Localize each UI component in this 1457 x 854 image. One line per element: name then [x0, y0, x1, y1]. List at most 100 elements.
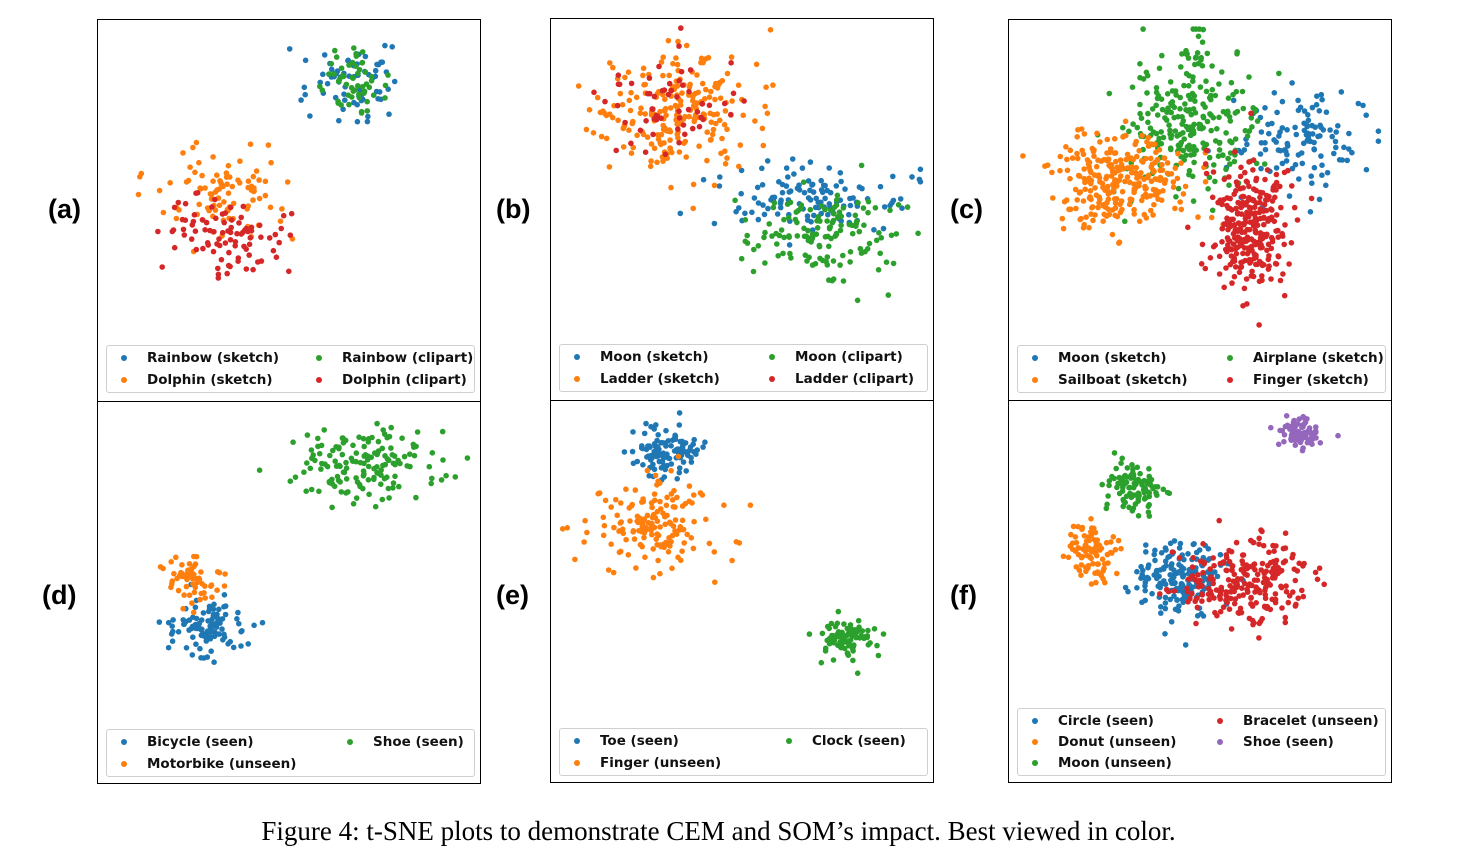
scatter-point [1238, 164, 1244, 171]
scatter-point [1290, 589, 1296, 595]
scatter-point [1281, 432, 1288, 438]
scatter-point [1275, 253, 1281, 259]
scatter-point [606, 164, 613, 170]
legend-label: Finger (sketch) [1253, 372, 1369, 388]
scatter-point [646, 75, 653, 81]
scatter-point [814, 225, 821, 231]
scatter-point [774, 241, 780, 247]
scatter-point [250, 197, 256, 203]
scatter-point [675, 126, 681, 132]
scatter-point [1197, 84, 1204, 90]
scatter-point [278, 225, 284, 232]
scatter-point [1234, 108, 1241, 115]
scatter-point [1196, 125, 1203, 132]
scatter-point [681, 540, 687, 546]
scatter-point [197, 645, 203, 652]
scatter-point [340, 73, 347, 80]
scatter-point [651, 491, 658, 497]
scatter-point [650, 574, 657, 581]
scatter-point [350, 501, 357, 507]
panel-label-f: (f) [950, 580, 977, 610]
scatter-point [762, 103, 768, 110]
scatter-point [644, 467, 651, 474]
scatter-point [1252, 566, 1258, 573]
scatter-point [858, 162, 865, 169]
scatter-point [1157, 591, 1163, 597]
scatter-point [880, 631, 887, 637]
scatter-point [1137, 101, 1143, 108]
scatter-point [816, 242, 823, 249]
scatter-point [216, 631, 222, 637]
scatter-point [850, 657, 856, 664]
scatter-point [337, 479, 343, 485]
scatter-point [224, 181, 230, 187]
scatter-point [443, 472, 449, 479]
scatter-point [822, 195, 828, 202]
scatter-point [1243, 562, 1250, 568]
scatter-point [312, 457, 318, 464]
scatter-point [187, 164, 193, 170]
scatter-point [1250, 167, 1256, 173]
scatter-point [1100, 218, 1106, 224]
scatter-point [308, 486, 315, 493]
scatter-point [657, 108, 663, 115]
scatter-point [256, 177, 262, 183]
scatter-point [638, 105, 644, 111]
scatter-point [717, 95, 724, 101]
scatter-point [1292, 124, 1298, 131]
scatter-point [796, 187, 803, 193]
scatter-point [803, 233, 810, 240]
scatter-point [1256, 635, 1262, 641]
scatter-point [156, 619, 163, 625]
scatter-point [211, 228, 217, 235]
scatter-point [183, 645, 190, 651]
scatter-point [156, 187, 163, 194]
scatter-point [811, 212, 817, 219]
scatter-point [1301, 108, 1308, 114]
scatter-point [742, 238, 749, 245]
scatter-point [1219, 239, 1225, 245]
figure-caption: Figure 4: t-SNE plots to demonstrate CEM… [261, 816, 1176, 846]
scatter-point [628, 89, 634, 96]
scatter-point [1211, 162, 1217, 168]
scatter-point [227, 204, 234, 211]
scatter-point [308, 447, 315, 453]
scatter-point [1162, 581, 1169, 588]
legend-marker [574, 354, 580, 360]
scatter-point [633, 94, 640, 101]
panel-a: Rainbow (sketch) Rainbow (clipart) Dolph… [97, 19, 481, 402]
scatter-point [1301, 127, 1308, 134]
legend-marker [347, 739, 353, 745]
scatter-point [253, 168, 260, 174]
scatter-points-d [156, 420, 471, 665]
scatter-point [853, 218, 860, 225]
scatter-point [1268, 424, 1274, 431]
scatter-point [1176, 545, 1183, 551]
scatter-point [871, 626, 878, 632]
scatter-point [1244, 133, 1251, 139]
scatter-point [1230, 216, 1236, 223]
scatter-point [679, 82, 686, 88]
scatter-point [366, 84, 373, 91]
scatter-point [1273, 212, 1280, 218]
scatter-point [1161, 180, 1168, 186]
scatter-point [659, 439, 666, 446]
scatter-point [1180, 599, 1186, 606]
scatter-point [651, 466, 658, 473]
scatter-point [813, 231, 820, 237]
scatter-point [1063, 144, 1069, 150]
scatter-point [636, 527, 642, 534]
scatter-point [1152, 192, 1158, 198]
scatter-point [440, 457, 446, 463]
scatter-point [1246, 615, 1253, 622]
scatter-point [356, 66, 363, 73]
scatter-point [764, 110, 771, 117]
scatter-point [1118, 460, 1124, 466]
scatter-point [780, 250, 786, 257]
scatter-point [1112, 200, 1119, 206]
scatter-point [735, 82, 742, 88]
scatter-point [1197, 577, 1203, 584]
scatter-point [830, 210, 837, 217]
scatter-point [1208, 96, 1214, 103]
scatter-point [221, 631, 227, 638]
